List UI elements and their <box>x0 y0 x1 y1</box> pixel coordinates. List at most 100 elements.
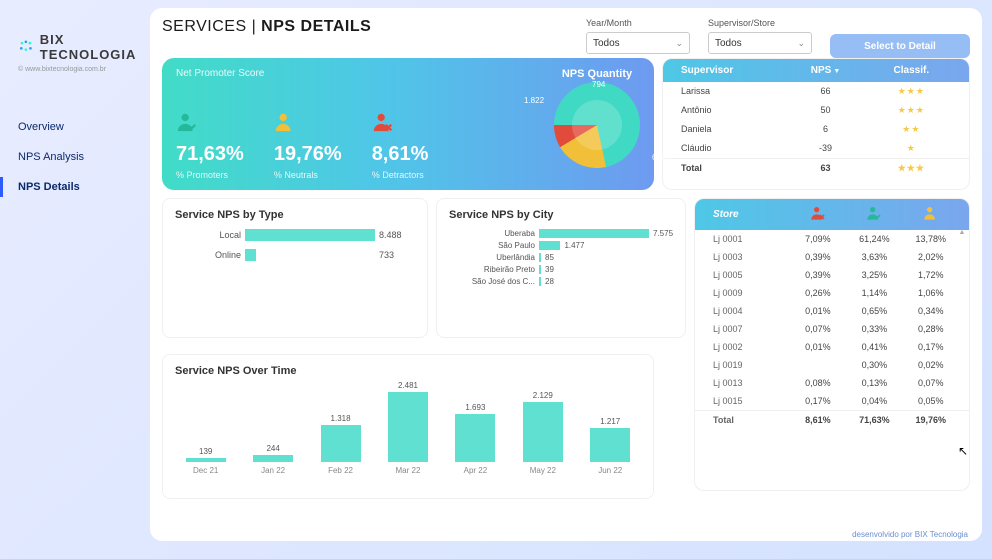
store-row[interactable]: Lj 00050,39%3,25%1,72% <box>695 266 969 284</box>
store-name: Lj 0001 <box>705 234 790 244</box>
store-promoter: 0,13% <box>846 378 902 388</box>
store-rows[interactable]: Lj 00017,09%61,24%13,78%Lj 00030,39%3,63… <box>695 230 969 490</box>
time-bar-col: 244Jan 22 <box>246 444 299 475</box>
store-row[interactable]: Lj 00070,07%0,33%0,28% <box>695 320 969 338</box>
metric-label: % Promoters <box>176 170 244 180</box>
sort-desc-icon: ▼ <box>833 68 840 75</box>
supervisor-name: Larissa <box>673 86 787 97</box>
time-bar <box>523 402 563 462</box>
store-detractor: 0,07% <box>790 324 846 334</box>
store-name: Lj 0015 <box>705 396 790 406</box>
store-detractor: 7,09% <box>790 234 846 244</box>
city-label: Ribeirão Preto <box>449 265 535 274</box>
store-row[interactable]: Lj 00017,09%61,24%13,78% <box>695 230 969 248</box>
store-detractor <box>790 360 846 370</box>
time-label: Mar 22 <box>396 466 421 475</box>
type-bar <box>245 229 375 241</box>
time-bar-col: 1.217Jun 22 <box>584 417 637 475</box>
store-row[interactable]: Lj 00130,08%0,13%0,07% <box>695 374 969 392</box>
col-supervisor[interactable]: Supervisor <box>673 65 787 76</box>
supervisor-row[interactable]: Daniela6★★ <box>663 120 969 139</box>
nav-item-overview[interactable]: Overview <box>18 121 150 133</box>
store-detractor: 0,01% <box>790 306 846 316</box>
nps-metrics: 71,63%% Promoters19,76%% Neutrals8,61%% … <box>176 92 428 180</box>
store-neutral: 1,06% <box>903 288 959 298</box>
filter-supervisor: Supervisor/Store Todos ⌄ <box>708 18 812 58</box>
city-bars: Uberaba7.575São Paulo1.477Uberlândia85Ri… <box>449 229 673 286</box>
store-promoter: 0,41% <box>846 342 902 352</box>
select-to-detail-button[interactable]: Select to Detail <box>830 34 970 58</box>
supervisor-name: Antônio <box>673 105 787 116</box>
supervisor-rows: Larissa66★★★Antônio50★★★Daniela6★★Cláudi… <box>663 82 969 178</box>
time-value: 139 <box>199 447 212 456</box>
store-row[interactable]: Lj 00020,01%0,41%0,17% <box>695 338 969 356</box>
store-promoter: 0,30% <box>846 360 902 370</box>
city-bar-row: Uberlândia85 <box>449 253 673 262</box>
stars-icon: ★★★ <box>898 105 925 115</box>
store-row[interactable]: Lj 00030,39%3,63%2,02% <box>695 248 969 266</box>
store-name: Lj 0013 <box>705 378 790 388</box>
store-detractor: 0,26% <box>790 288 846 298</box>
store-name: Lj 0002 <box>705 342 790 352</box>
city-bar <box>539 265 541 274</box>
time-label: Dec 21 <box>193 466 218 475</box>
time-value: 2.129 <box>533 391 553 400</box>
time-value: 2.481 <box>398 381 418 390</box>
supervisor-row[interactable]: Cláudio-39★ <box>663 139 969 158</box>
nav: Overview NPS Analysis NPS Details <box>18 121 150 193</box>
city-value: 1.477 <box>564 241 584 250</box>
store-row[interactable]: Lj 00040,01%0,65%0,34% <box>695 302 969 320</box>
supervisor-value: Todos <box>715 38 742 49</box>
city-bar <box>539 253 541 262</box>
supervisor-stars: ★★ <box>864 124 959 135</box>
store-neutral: 0,17% <box>903 342 959 352</box>
store-name: Lj 0019 <box>705 360 790 370</box>
row-top: Net Promoter Score 71,63%% Promoters19,7… <box>162 58 970 190</box>
store-promoter: 0,33% <box>846 324 902 334</box>
page-title: SERVICES | NPS DETAILS <box>162 18 371 36</box>
col-classif[interactable]: Classif. <box>864 65 959 76</box>
store-name: Lj 0009 <box>705 288 790 298</box>
supervisor-nps: -39 <box>787 143 863 154</box>
year-select[interactable]: Todos ⌄ <box>586 32 690 54</box>
supervisor-row[interactable]: Larissa66★★★ <box>663 82 969 101</box>
donut-label-1822: 1.822 <box>524 96 544 105</box>
donut-label-794: 794 <box>592 80 605 89</box>
store-row[interactable]: Lj 00090,26%1,14%1,06% <box>695 284 969 302</box>
stars-icon: ★★ <box>902 124 920 134</box>
time-bar-col: 2.481 Mar 22 <box>381 381 434 475</box>
metric-label: % Detractors <box>372 170 429 180</box>
city-title: Service NPS by City <box>449 209 673 221</box>
col-store[interactable]: Store <box>705 209 790 220</box>
store-row[interactable]: Lj 00150,17%0,04%0,05% <box>695 392 969 410</box>
nav-item-nps-details[interactable]: NPS Details <box>18 181 150 193</box>
chevron-down-icon: ⌄ <box>797 38 805 49</box>
time-bars: 139Dec 21244Jan 221.318Feb 222.481Mar 22… <box>175 385 641 475</box>
col-detractor-icon[interactable] <box>790 205 846 224</box>
col-neutral-icon[interactable] <box>903 205 959 224</box>
type-bars: Local8.488Online733 <box>175 229 415 261</box>
scroll-up-icon[interactable]: ▲ <box>957 229 967 236</box>
time-label: Apr 22 <box>464 466 488 475</box>
supervisor-stars: ★ <box>864 143 959 154</box>
stars-icon: ★★★ <box>898 86 925 96</box>
col-promoter-icon[interactable] <box>846 205 902 224</box>
store-promoter: 3,25% <box>846 270 902 280</box>
col-nps[interactable]: NPS▼ <box>787 65 863 76</box>
metric-value: 71,63% <box>176 143 244 166</box>
store-neutral: 2,02% <box>903 252 959 262</box>
time-bar <box>321 425 361 462</box>
nav-item-nps-analysis[interactable]: NPS Analysis <box>18 151 150 163</box>
store-name: Lj 0003 <box>705 252 790 262</box>
filters: Year/Month Todos ⌄ Supervisor/Store Todo… <box>586 18 970 58</box>
time-value: 1.693 <box>465 403 485 412</box>
time-bar <box>590 428 630 462</box>
promoter-icon <box>176 111 202 137</box>
supervisor-select[interactable]: Todos ⌄ <box>708 32 812 54</box>
supervisor-row[interactable]: Antônio50★★★ <box>663 101 969 120</box>
city-bar-row: São Paulo1.477 <box>449 241 673 250</box>
scrollbar[interactable]: ▲ <box>957 229 967 472</box>
metric-value: 8,61% <box>372 143 429 166</box>
store-row[interactable]: Lj 00190,30%0,02% <box>695 356 969 374</box>
logo-mark-icon <box>18 38 34 56</box>
